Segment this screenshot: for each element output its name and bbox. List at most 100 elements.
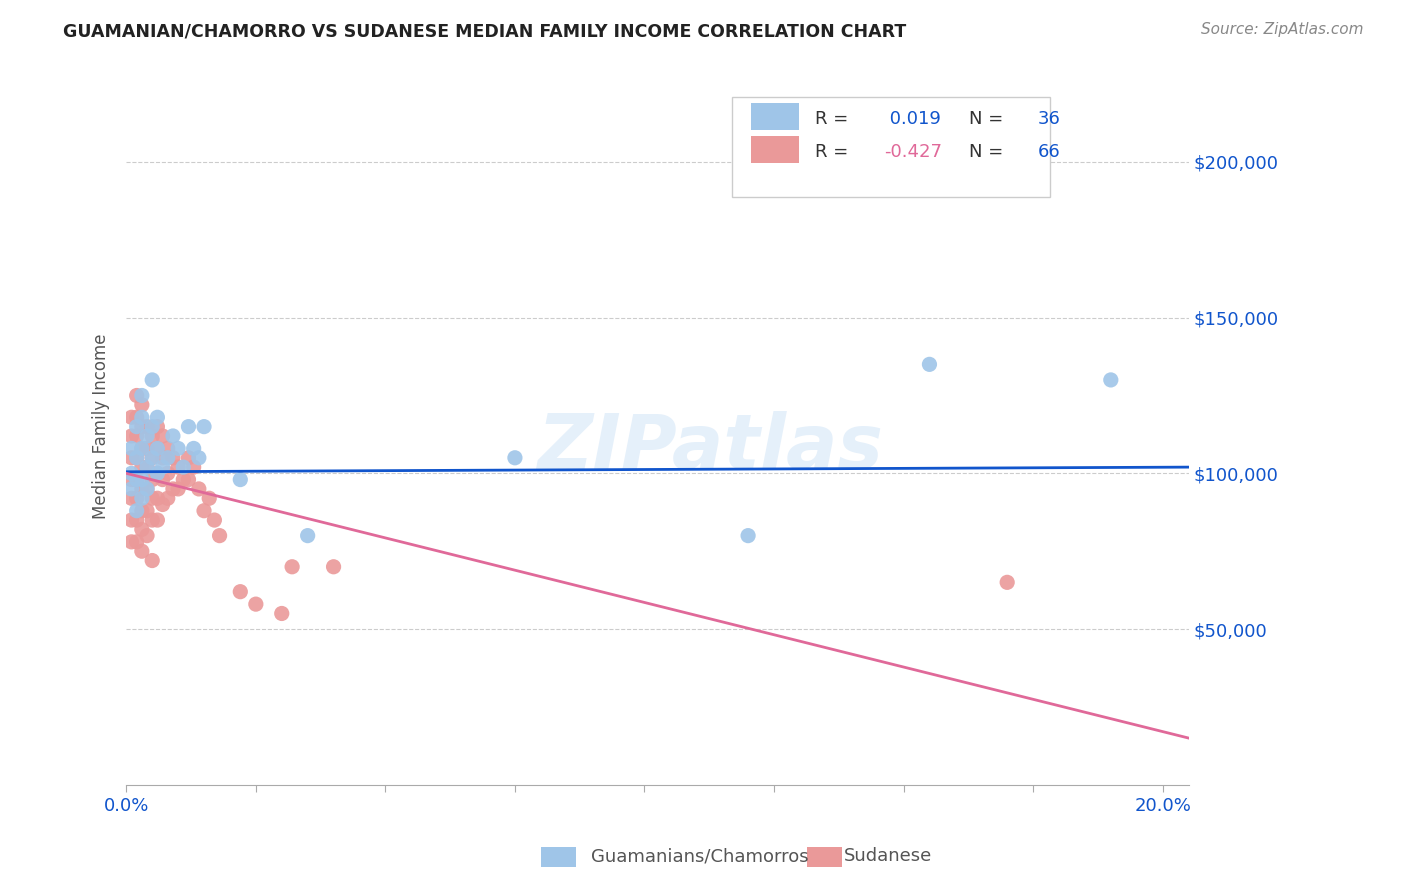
Point	[141, 473, 163, 487]
Point	[141, 419, 163, 434]
Point	[146, 442, 169, 456]
Point	[125, 450, 148, 465]
Point	[131, 442, 153, 456]
Text: Source: ZipAtlas.com: Source: ZipAtlas.com	[1201, 22, 1364, 37]
Point	[125, 491, 148, 506]
Text: 36: 36	[1038, 110, 1060, 128]
Point	[131, 419, 153, 434]
Point	[146, 513, 169, 527]
Point	[229, 584, 252, 599]
Point	[245, 597, 267, 611]
Point	[141, 373, 163, 387]
Point	[136, 528, 159, 542]
Point	[162, 482, 184, 496]
Point	[136, 419, 159, 434]
Point	[125, 429, 148, 443]
Point	[141, 429, 163, 443]
Point	[125, 504, 148, 518]
Point	[125, 419, 148, 434]
Point	[183, 460, 205, 475]
Point	[156, 467, 179, 481]
Text: N =: N =	[969, 143, 1002, 161]
Point	[125, 534, 148, 549]
Point	[503, 450, 526, 465]
Point	[136, 482, 159, 496]
Point	[322, 559, 344, 574]
Point	[167, 442, 190, 456]
Point	[177, 450, 200, 465]
Point	[131, 410, 153, 425]
Point	[167, 460, 190, 475]
Point	[737, 528, 759, 542]
Bar	[751, 136, 799, 163]
Point	[918, 357, 941, 371]
FancyBboxPatch shape	[731, 97, 1050, 197]
Point	[125, 473, 148, 487]
Point	[152, 429, 174, 443]
Point	[121, 473, 143, 487]
Point	[281, 559, 304, 574]
Point	[136, 460, 159, 475]
Point	[131, 522, 153, 536]
Point	[146, 491, 169, 506]
Text: GUAMANIAN/CHAMORRO VS SUDANESE MEDIAN FAMILY INCOME CORRELATION CHART: GUAMANIAN/CHAMORRO VS SUDANESE MEDIAN FA…	[63, 22, 907, 40]
Point	[193, 419, 215, 434]
Point	[146, 419, 169, 434]
Text: N =: N =	[969, 110, 1002, 128]
Point	[172, 460, 194, 475]
Text: -0.427: -0.427	[884, 143, 942, 161]
Point	[198, 491, 221, 506]
Point	[131, 398, 153, 412]
Point	[121, 513, 143, 527]
Point	[156, 450, 179, 465]
Point	[125, 473, 148, 487]
Point	[136, 504, 159, 518]
Point	[152, 473, 174, 487]
Point	[141, 450, 163, 465]
Point	[125, 450, 148, 465]
Point	[141, 513, 163, 527]
Point	[172, 473, 194, 487]
Point	[152, 498, 174, 512]
Point	[131, 442, 153, 456]
Point	[146, 442, 169, 456]
Point	[121, 450, 143, 465]
Text: Sudanese: Sudanese	[844, 847, 932, 865]
Point	[136, 460, 159, 475]
Text: 66: 66	[1038, 143, 1060, 161]
Point	[1099, 373, 1122, 387]
Point	[229, 473, 252, 487]
Point	[177, 473, 200, 487]
Point	[187, 450, 209, 465]
Text: ZIPatlas: ZIPatlas	[537, 411, 883, 485]
Point	[208, 528, 231, 542]
Point	[131, 482, 153, 496]
Point	[121, 429, 143, 443]
Point	[131, 388, 153, 402]
Bar	[751, 103, 799, 130]
Point	[125, 388, 148, 402]
Point	[131, 491, 153, 506]
Point	[297, 528, 319, 542]
Point	[152, 460, 174, 475]
Point	[177, 419, 200, 434]
Point	[156, 491, 179, 506]
Point	[156, 442, 179, 456]
Point	[167, 482, 190, 496]
Y-axis label: Median Family Income: Median Family Income	[93, 334, 110, 519]
Point	[136, 429, 159, 443]
Text: 0.019: 0.019	[884, 110, 941, 128]
Point	[146, 410, 169, 425]
Point	[270, 607, 292, 621]
Point	[162, 429, 184, 443]
Point	[202, 513, 225, 527]
Point	[136, 482, 159, 496]
Text: R =: R =	[814, 110, 848, 128]
Point	[183, 442, 205, 456]
Point	[131, 544, 153, 558]
Point	[136, 442, 159, 456]
Point	[995, 575, 1018, 590]
Point	[162, 450, 184, 465]
Point	[121, 467, 143, 481]
Point	[193, 504, 215, 518]
